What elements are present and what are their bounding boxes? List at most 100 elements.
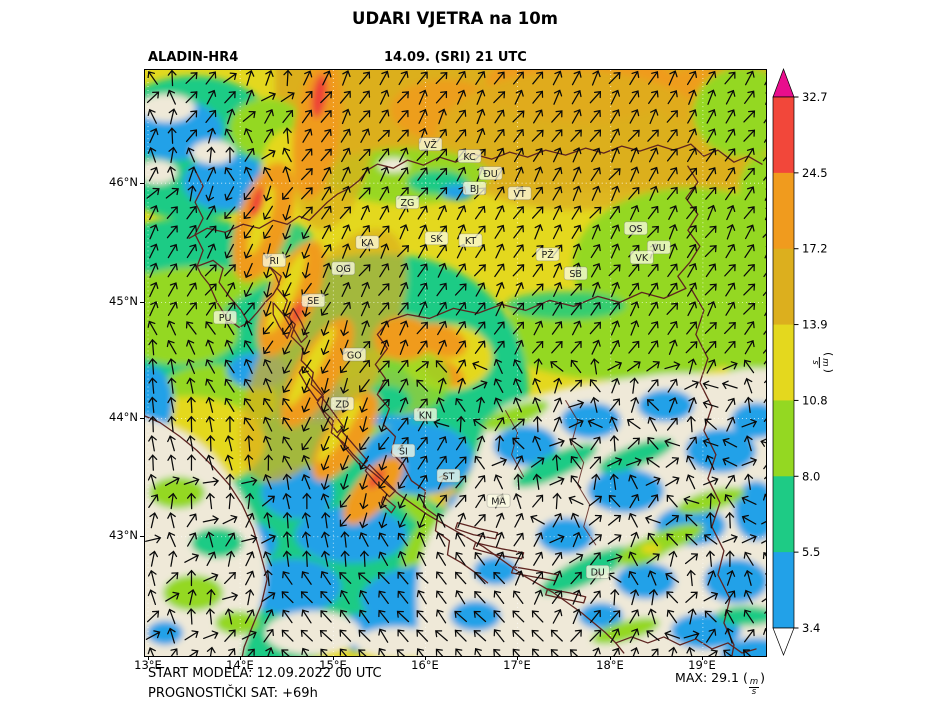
- wind-arrow: [206, 89, 217, 105]
- wind-arrow: [474, 455, 485, 470]
- wind-arrow: [378, 512, 388, 529]
- wind-arrow: [664, 438, 681, 447]
- wind-arrow: [761, 514, 766, 525]
- wind-arrow: [379, 186, 390, 201]
- wind-arrow: [666, 417, 678, 431]
- wind-arrow: [436, 282, 448, 297]
- wind-arrow: [513, 225, 524, 239]
- colorbar-unit-label: (m s): [809, 351, 835, 373]
- wind-arrow: [706, 109, 717, 124]
- wind-arrow: [647, 129, 659, 142]
- forecast-hour-text: PROGNOSTIČKI SAT: +69h: [148, 686, 318, 701]
- wind-arrow: [244, 454, 254, 471]
- x-tick-mark: [425, 656, 426, 660]
- wind-arrow: [704, 225, 717, 238]
- wind-arrow: [224, 454, 234, 471]
- wind-arrow: [725, 128, 736, 143]
- wind-arrow: [263, 281, 273, 298]
- colorbar-segment: [773, 97, 794, 174]
- wind-arrow: [568, 399, 585, 409]
- wind-arrow: [569, 553, 584, 564]
- wind-arrow: [648, 494, 659, 508]
- wind-arrow: [706, 492, 716, 510]
- wind-arrow: [703, 591, 719, 602]
- colorbar-tick-label: 17.2: [802, 242, 828, 256]
- wind-arrow: [474, 321, 486, 335]
- wind-arrow: [725, 301, 736, 316]
- wind-arrow: [359, 90, 371, 104]
- wind-arrow: [261, 149, 276, 160]
- wind-arrow: [456, 359, 467, 374]
- wind-arrow: [741, 514, 757, 525]
- wind-arrow: [243, 398, 255, 412]
- wind-arrow: [339, 648, 351, 656]
- wind-arrow: [282, 492, 292, 510]
- station-label-box: [458, 233, 483, 248]
- station-label-box: [424, 231, 449, 246]
- wind-arrow: [186, 396, 196, 414]
- wind-arrow: [456, 415, 466, 433]
- wind-arrow: [147, 647, 157, 656]
- wind-arrow: [534, 166, 543, 182]
- wind-arrow: [591, 224, 601, 240]
- model-start-text: START MODELA: 12.09.2022 00 UTC: [148, 666, 382, 681]
- wind-arrow: [513, 244, 524, 258]
- wind-arrow: [241, 630, 257, 640]
- wind-arrow: [513, 493, 522, 509]
- wind-arrow: [435, 648, 448, 656]
- wind-arrow: [186, 608, 196, 625]
- wind-arrow: [167, 263, 178, 278]
- wind-arrow: [495, 281, 505, 298]
- wind-arrow: [166, 206, 178, 219]
- wind-arrow: [666, 494, 678, 508]
- wind-arrow: [397, 359, 409, 374]
- wind-arrow: [532, 435, 542, 451]
- wind-arrow: [687, 608, 697, 625]
- wind-arrow: [301, 416, 311, 432]
- wind-arrow: [378, 283, 390, 296]
- wind-arrow: [282, 609, 293, 624]
- wind-arrow: [589, 90, 602, 104]
- colorbar-tick-label: 8.0: [802, 469, 820, 483]
- wind-arrow: [339, 589, 350, 605]
- wind-arrow: [145, 630, 161, 640]
- wind-arrows: [145, 70, 766, 656]
- wind-arrow: [763, 455, 766, 470]
- wind-arrow: [262, 166, 273, 182]
- wind-arrow: [725, 474, 736, 489]
- wind-arrow: [321, 166, 332, 182]
- wind-arrow: [379, 205, 390, 220]
- wind-arrow: [245, 512, 255, 528]
- wind-arrow: [358, 649, 371, 656]
- wind-arrow: [262, 224, 274, 240]
- wind-arrow: [725, 397, 736, 412]
- wind-arrow: [687, 147, 697, 163]
- wind-arrow: [243, 206, 255, 220]
- wind-arrow: [166, 225, 178, 239]
- wind-arrow: [666, 110, 678, 123]
- wind-arrow: [149, 243, 159, 259]
- wind-arrow: [476, 89, 486, 105]
- station-label-box: [301, 293, 326, 308]
- wind-arrow: [667, 320, 678, 335]
- wind-arrow: [435, 71, 448, 85]
- wind-arrow: [320, 320, 330, 337]
- wind-arrow: [262, 397, 274, 412]
- station-label-box: [585, 564, 610, 579]
- wind-arrow: [378, 379, 390, 393]
- wind-arrow: [724, 627, 734, 644]
- wind-arrow: [378, 302, 390, 316]
- wind-arrow: [168, 550, 178, 567]
- wind-arrow: [533, 358, 543, 375]
- wind-arrow: [609, 302, 621, 316]
- wind-arrow: [320, 110, 332, 123]
- wind-arrow: [339, 494, 351, 508]
- wind-arrow: [168, 492, 178, 510]
- wind-arrow: [282, 473, 292, 490]
- wind-arrow: [166, 608, 176, 625]
- wind-arrow: [512, 610, 525, 623]
- wind-arrow: [455, 436, 467, 451]
- wind-arrow: [262, 416, 273, 432]
- station-label-box: [395, 195, 420, 210]
- wind-arrow: [474, 264, 486, 277]
